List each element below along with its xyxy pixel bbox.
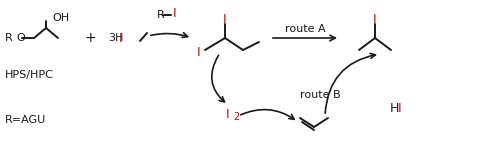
Text: 2: 2 [233, 112, 239, 122]
Text: I: I [373, 13, 377, 26]
Text: R: R [5, 33, 13, 43]
Text: R: R [157, 10, 165, 20]
Text: 3H: 3H [108, 33, 124, 43]
Text: I: I [226, 108, 230, 121]
Text: route B: route B [300, 90, 341, 100]
Text: route A: route A [284, 24, 326, 34]
Text: +: + [84, 31, 96, 45]
Text: HPS/HPC: HPS/HPC [5, 70, 54, 80]
Text: O: O [16, 33, 25, 43]
Text: I: I [398, 101, 402, 114]
Text: I: I [173, 6, 176, 19]
Text: OH: OH [52, 13, 69, 23]
Text: H: H [390, 101, 400, 114]
Text: R=AGU: R=AGU [5, 115, 46, 125]
Text: I: I [197, 45, 201, 58]
Text: I: I [223, 13, 227, 26]
Text: I: I [119, 32, 122, 45]
